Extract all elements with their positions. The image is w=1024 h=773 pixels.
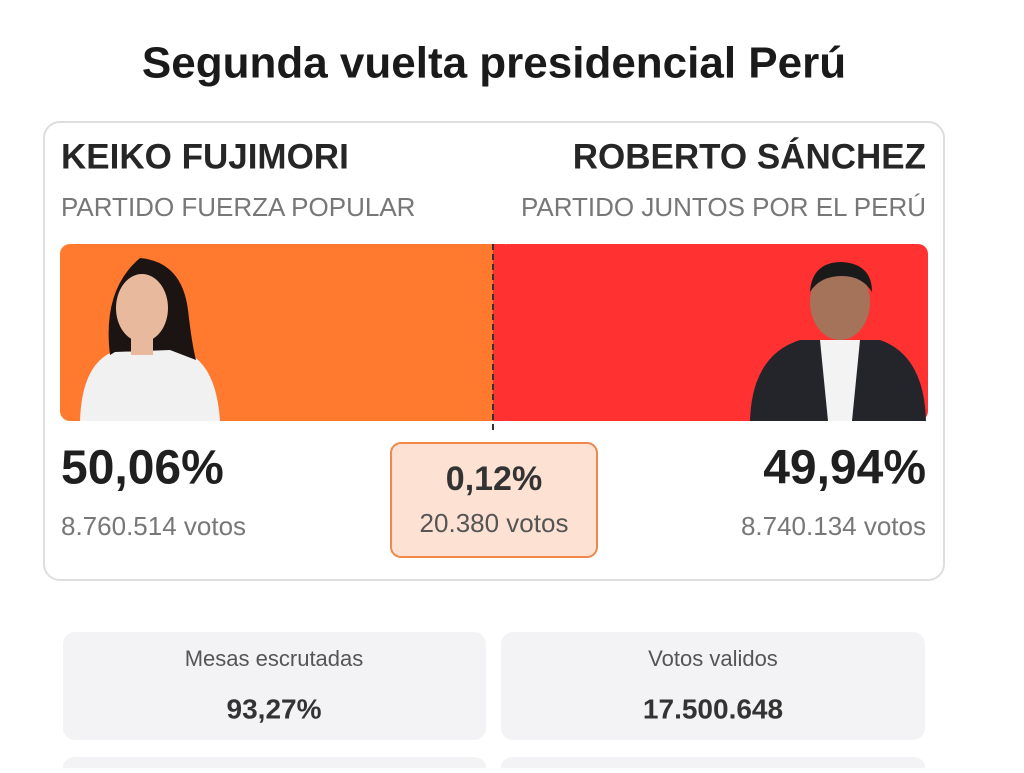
title: Segunda vuelta presidencial Perú [142,39,846,88]
stat-box [501,632,925,740]
candidate-party: PARTIDO JUNTOS POR EL PERÚ [521,192,926,222]
left-bar-edge [488,244,493,421]
difference-box [390,442,598,558]
stat-value: 17.500.648 [643,693,783,724]
difference-percent: 0,12% [446,460,542,498]
stat-box [63,632,486,740]
stat-value: 93,27% [227,693,322,724]
candidate-votes: 8.740.134 votos [741,511,926,541]
difference-votes: 20.380 votos [420,508,569,538]
stat-label: Votos validos [648,646,778,671]
candidate-votes: 8.760.514 votos [61,511,246,541]
stat-box [501,757,925,773]
candidate-photo [750,262,926,421]
candidate-party: PARTIDO FUERZA POPULAR [61,192,415,222]
candidate-percent: 50,06% [61,442,224,495]
candidate-percent: 49,94% [763,442,926,495]
right-bar-edge [493,244,505,421]
candidate-photo [80,258,220,421]
stat-box [63,757,486,773]
stat-label: Mesas escrutadas [185,646,364,671]
candidate-name: ROBERTO SÁNCHEZ [573,136,926,176]
candidate-name: KEIKO FUJIMORI [61,137,349,176]
